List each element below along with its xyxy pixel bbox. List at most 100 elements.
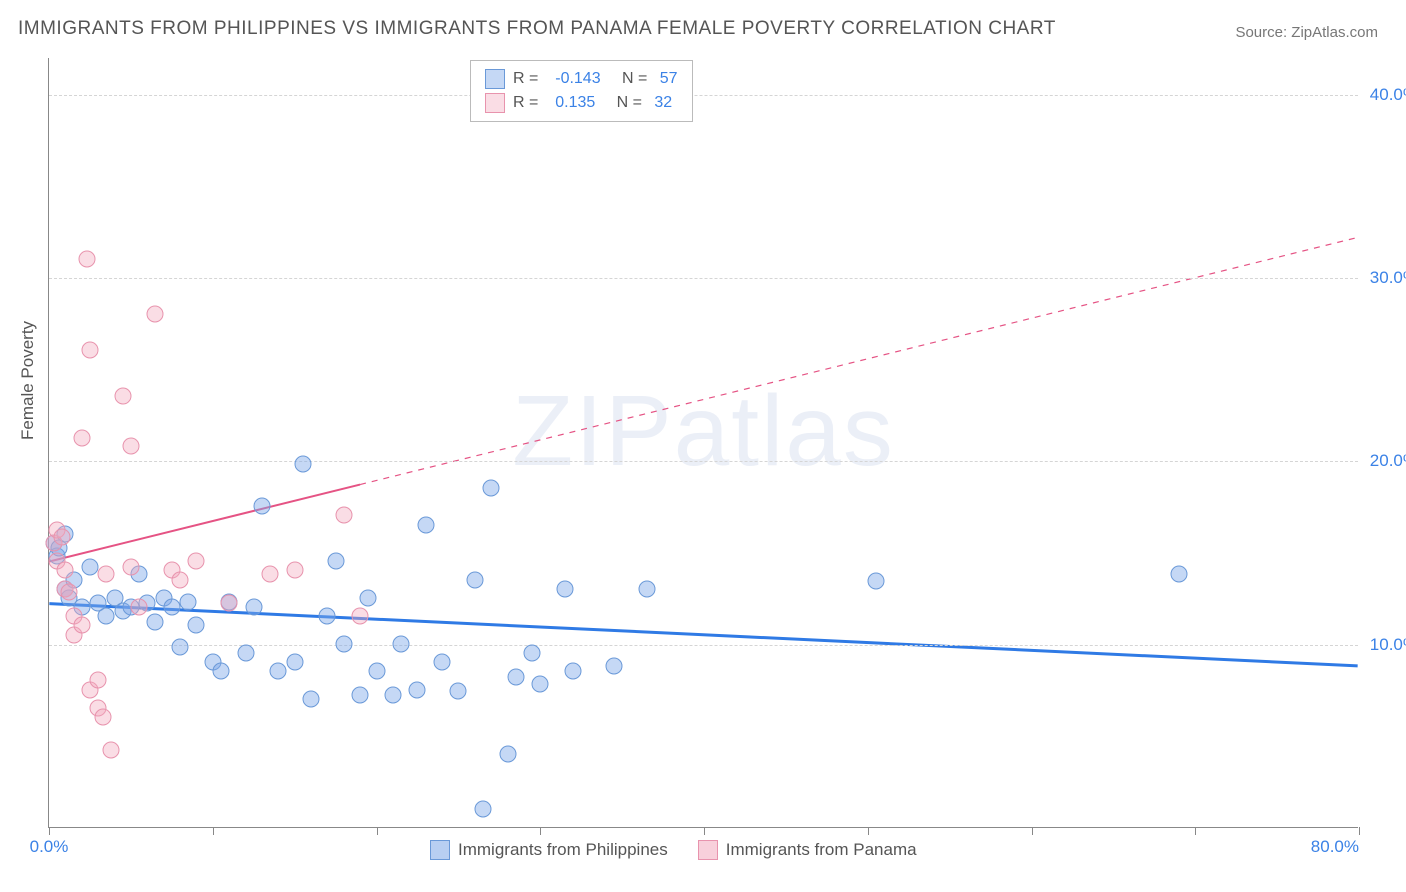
data-point: [73, 617, 90, 634]
legend-swatch: [485, 69, 505, 89]
data-point: [434, 654, 451, 671]
data-point: [172, 639, 189, 656]
data-point: [188, 553, 205, 570]
correlation-legend: R = -0.143 N = 57R = 0.135 N = 32: [470, 60, 693, 122]
data-point: [286, 562, 303, 579]
data-point: [81, 558, 98, 575]
x-tick: [49, 827, 50, 835]
x-tick: [377, 827, 378, 835]
data-point: [221, 595, 238, 612]
legend-r-value: 0.135: [555, 94, 595, 112]
data-point: [103, 742, 120, 759]
data-point: [172, 571, 189, 588]
legend-n-label: N =: [609, 70, 652, 88]
data-point: [417, 516, 434, 533]
data-point: [95, 709, 112, 726]
x-tick: [704, 827, 705, 835]
data-point: [90, 672, 107, 689]
data-point: [57, 562, 74, 579]
data-point: [98, 608, 115, 625]
x-tick-label: 0.0%: [30, 837, 69, 857]
data-point: [409, 681, 426, 698]
data-point: [78, 250, 95, 267]
data-point: [368, 663, 385, 680]
x-tick: [213, 827, 214, 835]
data-point: [270, 663, 287, 680]
trend-lines: [49, 58, 1358, 827]
data-point: [524, 644, 541, 661]
data-point: [360, 589, 377, 606]
series-legend-item: Immigrants from Philippines: [430, 840, 668, 860]
data-point: [556, 580, 573, 597]
data-point: [507, 668, 524, 685]
data-point: [327, 553, 344, 570]
gridline: [49, 461, 1358, 462]
series-legend: Immigrants from Philippines Immigrants fr…: [430, 840, 917, 860]
data-point: [237, 644, 254, 661]
data-point: [605, 657, 622, 674]
data-point: [122, 558, 139, 575]
data-point: [335, 507, 352, 524]
legend-swatch: [430, 840, 450, 860]
gridline: [49, 278, 1358, 279]
chart-title: IMMIGRANTS FROM PHILIPPINES VS IMMIGRANT…: [18, 18, 1056, 40]
legend-swatch: [698, 840, 718, 860]
data-point: [253, 498, 270, 515]
plot-area: ZIPatlas 10.0%20.0%30.0%40.0%0.0%80.0%: [48, 58, 1358, 828]
series-legend-label: Immigrants from Panama: [726, 840, 917, 860]
x-tick: [540, 827, 541, 835]
legend-r-label: R =: [513, 94, 547, 112]
data-point: [532, 676, 549, 693]
data-point: [384, 687, 401, 704]
data-point: [867, 573, 884, 590]
y-tick-label: 30.0%: [1370, 268, 1406, 288]
legend-n-label: N =: [603, 94, 646, 112]
data-point: [147, 613, 164, 630]
x-tick: [1032, 827, 1033, 835]
data-point: [319, 608, 336, 625]
legend-row: R = -0.143 N = 57: [485, 67, 678, 91]
data-point: [499, 745, 516, 762]
data-point: [188, 617, 205, 634]
legend-r-value: -0.143: [555, 70, 600, 88]
x-tick-label: 80.0%: [1311, 837, 1359, 857]
data-point: [474, 800, 491, 817]
data-point: [352, 608, 369, 625]
data-point: [98, 566, 115, 583]
series-legend-item: Immigrants from Panama: [698, 840, 917, 860]
legend-n-value: 32: [654, 94, 672, 112]
x-tick: [1359, 827, 1360, 835]
data-point: [60, 584, 77, 601]
legend-swatch: [485, 93, 505, 113]
legend-n-value: 57: [660, 70, 678, 88]
data-point: [73, 430, 90, 447]
data-point: [466, 571, 483, 588]
data-point: [114, 388, 131, 405]
legend-r-label: R =: [513, 70, 547, 88]
data-point: [393, 635, 410, 652]
y-tick-label: 40.0%: [1370, 85, 1406, 105]
x-tick: [1195, 827, 1196, 835]
data-point: [294, 456, 311, 473]
data-point: [81, 342, 98, 359]
data-point: [54, 529, 71, 546]
data-point: [163, 599, 180, 616]
data-point: [483, 479, 500, 496]
data-point: [450, 683, 467, 700]
legend-row: R = 0.135 N = 32: [485, 91, 678, 115]
y-axis-label: Female Poverty: [18, 321, 38, 440]
data-point: [352, 687, 369, 704]
y-tick-label: 10.0%: [1370, 635, 1406, 655]
data-point: [303, 690, 320, 707]
data-point: [565, 663, 582, 680]
x-tick: [868, 827, 869, 835]
y-tick-label: 20.0%: [1370, 451, 1406, 471]
source-label: Source: ZipAtlas.com: [1235, 24, 1378, 41]
data-point: [180, 593, 197, 610]
data-point: [212, 663, 229, 680]
data-point: [286, 654, 303, 671]
data-point: [335, 635, 352, 652]
data-point: [122, 437, 139, 454]
data-point: [245, 599, 262, 616]
data-point: [638, 580, 655, 597]
